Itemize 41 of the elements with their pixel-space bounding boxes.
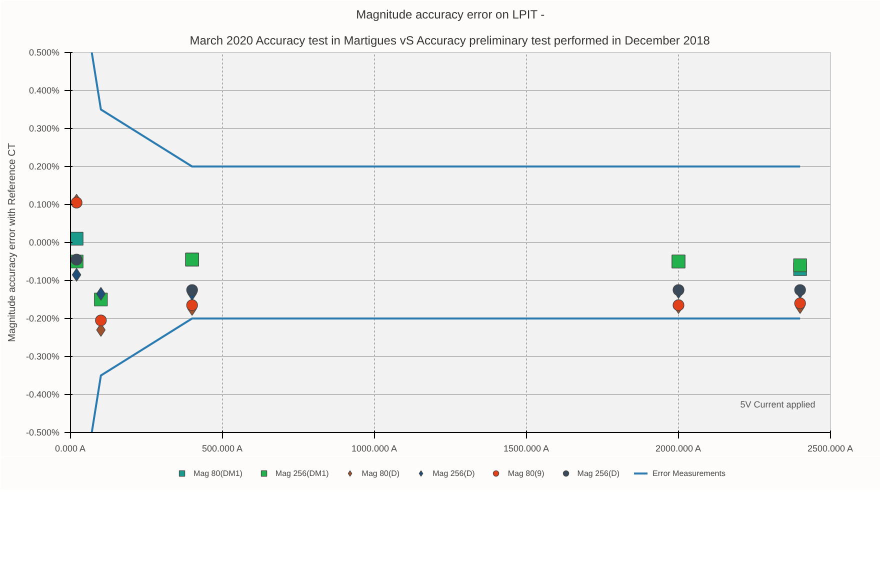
chart-title: Magnitude accuracy error on LPIT - (356, 8, 545, 22)
x-tick-label: 1000.000 A (351, 444, 398, 454)
legend-label: Mag 256(D) (577, 468, 620, 478)
point (186, 299, 198, 311)
annotation: 5V Current applied (740, 400, 816, 410)
y-tick-label: 0.000% (28, 238, 60, 248)
y-tick-label: -0.500% (26, 428, 60, 438)
legend-label: Mag 80(9) (508, 468, 544, 478)
legend-label: Mag 80(D) (362, 468, 400, 478)
y-tick-label: 0.200% (28, 162, 60, 172)
legend-label: Mag 80(DM1) (194, 468, 242, 478)
point (672, 299, 684, 311)
y-tick-label: -0.300% (26, 352, 60, 362)
y-tick-label: -0.100% (26, 276, 60, 286)
point (70, 196, 82, 208)
point (794, 284, 806, 296)
y-tick-label: -0.200% (26, 314, 60, 324)
point (186, 284, 198, 296)
legend-label: Mag 256(DM1) (275, 468, 329, 478)
point (95, 314, 107, 326)
point (672, 284, 684, 296)
x-tick-label: 1500.000 A (503, 444, 550, 454)
legend-label: Error Measurements (652, 468, 726, 478)
point (793, 258, 807, 272)
legend-label: Mag 256(D) (432, 468, 475, 478)
y-tick-label: 0.300% (28, 124, 60, 134)
y-tick-label: 0.400% (28, 86, 60, 96)
point (70, 254, 82, 266)
x-tick-label: 2000.000 A (655, 444, 702, 454)
point (794, 298, 806, 310)
x-tick-label: 500.000 A (202, 444, 243, 454)
point (96, 287, 106, 301)
y-tick-label: 0.100% (28, 200, 60, 210)
point (72, 268, 82, 282)
y-axis-title: Magnitude accuracy error with Reference CT (6, 143, 18, 342)
x-tick-label: 0.000 A (54, 444, 86, 454)
chart-subtitle: March 2020 Accuracy test in Martigues vS Accuracy preliminary test performed in December 2018 (190, 34, 710, 48)
y-tick-label: -0.400% (26, 390, 60, 400)
y-tick-label: 0.500% (28, 48, 60, 58)
point (70, 232, 84, 246)
x-tick-label: 2500.000 A (807, 444, 854, 454)
